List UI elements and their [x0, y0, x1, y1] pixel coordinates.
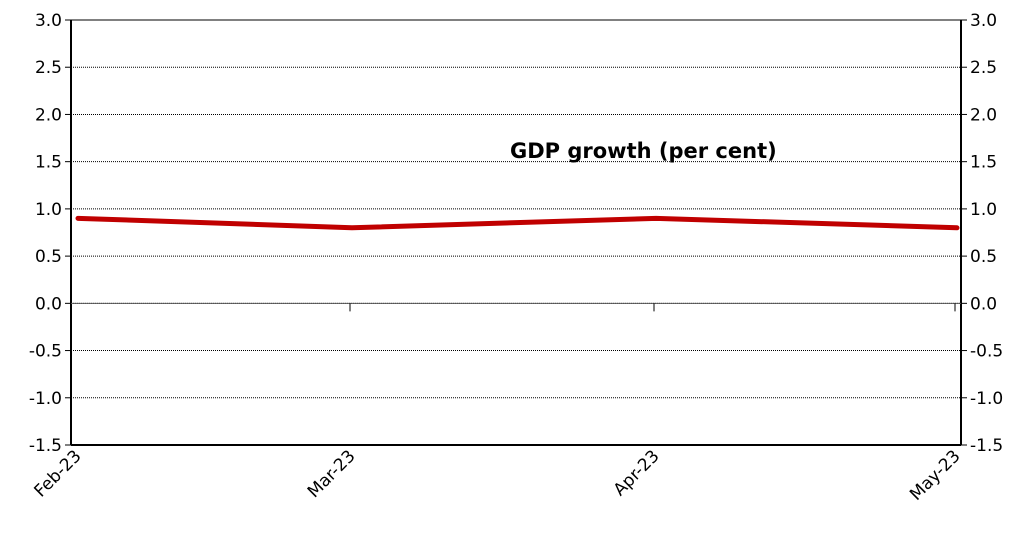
x-tick-label: Apr-23	[610, 446, 664, 500]
y-tick-label-left: 0.0	[35, 294, 62, 314]
y-tick-label-left: -1.0	[29, 389, 62, 409]
chart-title: GDP growth (per cent)	[510, 139, 777, 163]
y-tick-label-right: 2.5	[970, 58, 997, 78]
y-tick-label-left: 1.5	[35, 153, 62, 173]
y-tick-label-left: 2.5	[35, 58, 62, 78]
y-tick-label-left: 1.0	[35, 200, 62, 220]
y-tick-label-right: 2.0	[970, 105, 997, 125]
tick-labels: 3.0 3.0 2.5 2.5 2.0 2.0 1.5 1.5 1.0 1.0 0.5 0.5 0.0 0…	[29, 11, 1003, 505]
gridlines	[71, 66, 961, 399]
series-line	[75, 215, 960, 231]
y-tick-label-right: -1.0	[970, 389, 1003, 409]
x-tick-label: May-23	[906, 446, 964, 504]
y-tick-label-left: 2.0	[35, 105, 62, 125]
y-tick-label-right: 1.0	[970, 200, 997, 220]
x-tick-label: Mar-23	[304, 446, 360, 502]
y-tick-label-right: 3.0	[970, 11, 997, 31]
y-tick-label-right: -1.5	[970, 436, 1003, 456]
series-lines	[75, 215, 960, 231]
y-tick-label-right: 1.5	[970, 153, 997, 173]
y-tick-label-right: 0.0	[970, 294, 997, 314]
y-tick-label-left: 0.5	[35, 247, 62, 267]
y-tick-label-left: -1.5	[29, 436, 62, 456]
y-tick-label-right: 0.5	[970, 247, 997, 267]
y-tick-label-right: -0.5	[970, 342, 1003, 362]
y-tick-label-left: -0.5	[29, 342, 62, 362]
axes	[65, 19, 967, 446]
y-tick-label-left: 3.0	[35, 11, 62, 31]
